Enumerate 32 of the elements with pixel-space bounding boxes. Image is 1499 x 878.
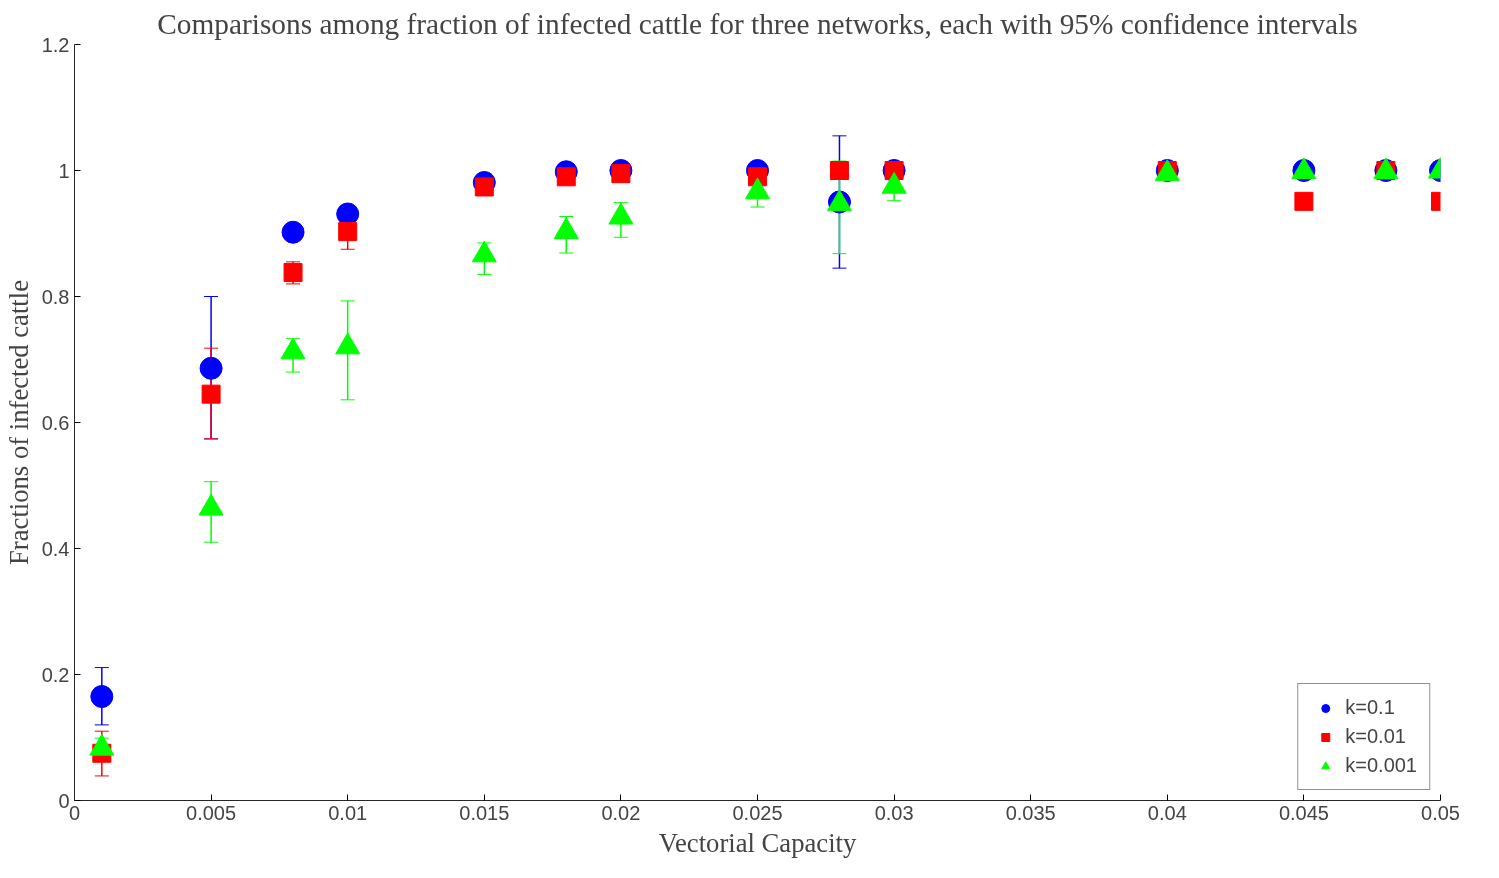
point [1294,191,1314,211]
y-tick-label: 0.8 [41,285,70,308]
point [338,222,358,242]
point [474,177,494,197]
x-tick-label: 0.015 [459,801,510,824]
x-tick-label: 0.005 [186,801,237,824]
y-tick-label: 0.2 [41,663,70,686]
x-tick-label: 0.04 [1147,801,1187,824]
legend-label: k=0.01 [1345,725,1406,748]
x-tick-label: 0.02 [601,801,641,824]
x-tick-label: 0.045 [1278,801,1329,824]
point [556,167,576,187]
point [281,220,305,244]
point [199,356,223,380]
x-tick-label: 0.05 [1421,801,1460,824]
point [829,161,849,180]
x-tick-label: 0.01 [328,801,368,824]
y-tick-label: 1 [58,159,70,182]
y-tick-label: 0.4 [41,537,70,560]
chart-title: Comparisons among fraction of infected cattle for three networks, each with 95% confidence intervals [157,7,1358,40]
legend-label: k=0.001 [1345,754,1417,777]
x-axis-title: Vectorial Capacity [658,827,857,858]
y-tick-label: 0.6 [41,411,70,434]
point [90,685,114,709]
x-tick-label: 0.03 [874,801,914,824]
point [201,384,221,404]
x-tick-label: 0.025 [732,801,783,824]
legend-label: k=0.1 [1345,696,1395,719]
y-axis-title: Fractions of infected cattle [3,280,34,565]
y-tick-label: 1.2 [41,33,70,56]
x-tick-label: 0.035 [1005,801,1056,824]
point [611,164,631,184]
